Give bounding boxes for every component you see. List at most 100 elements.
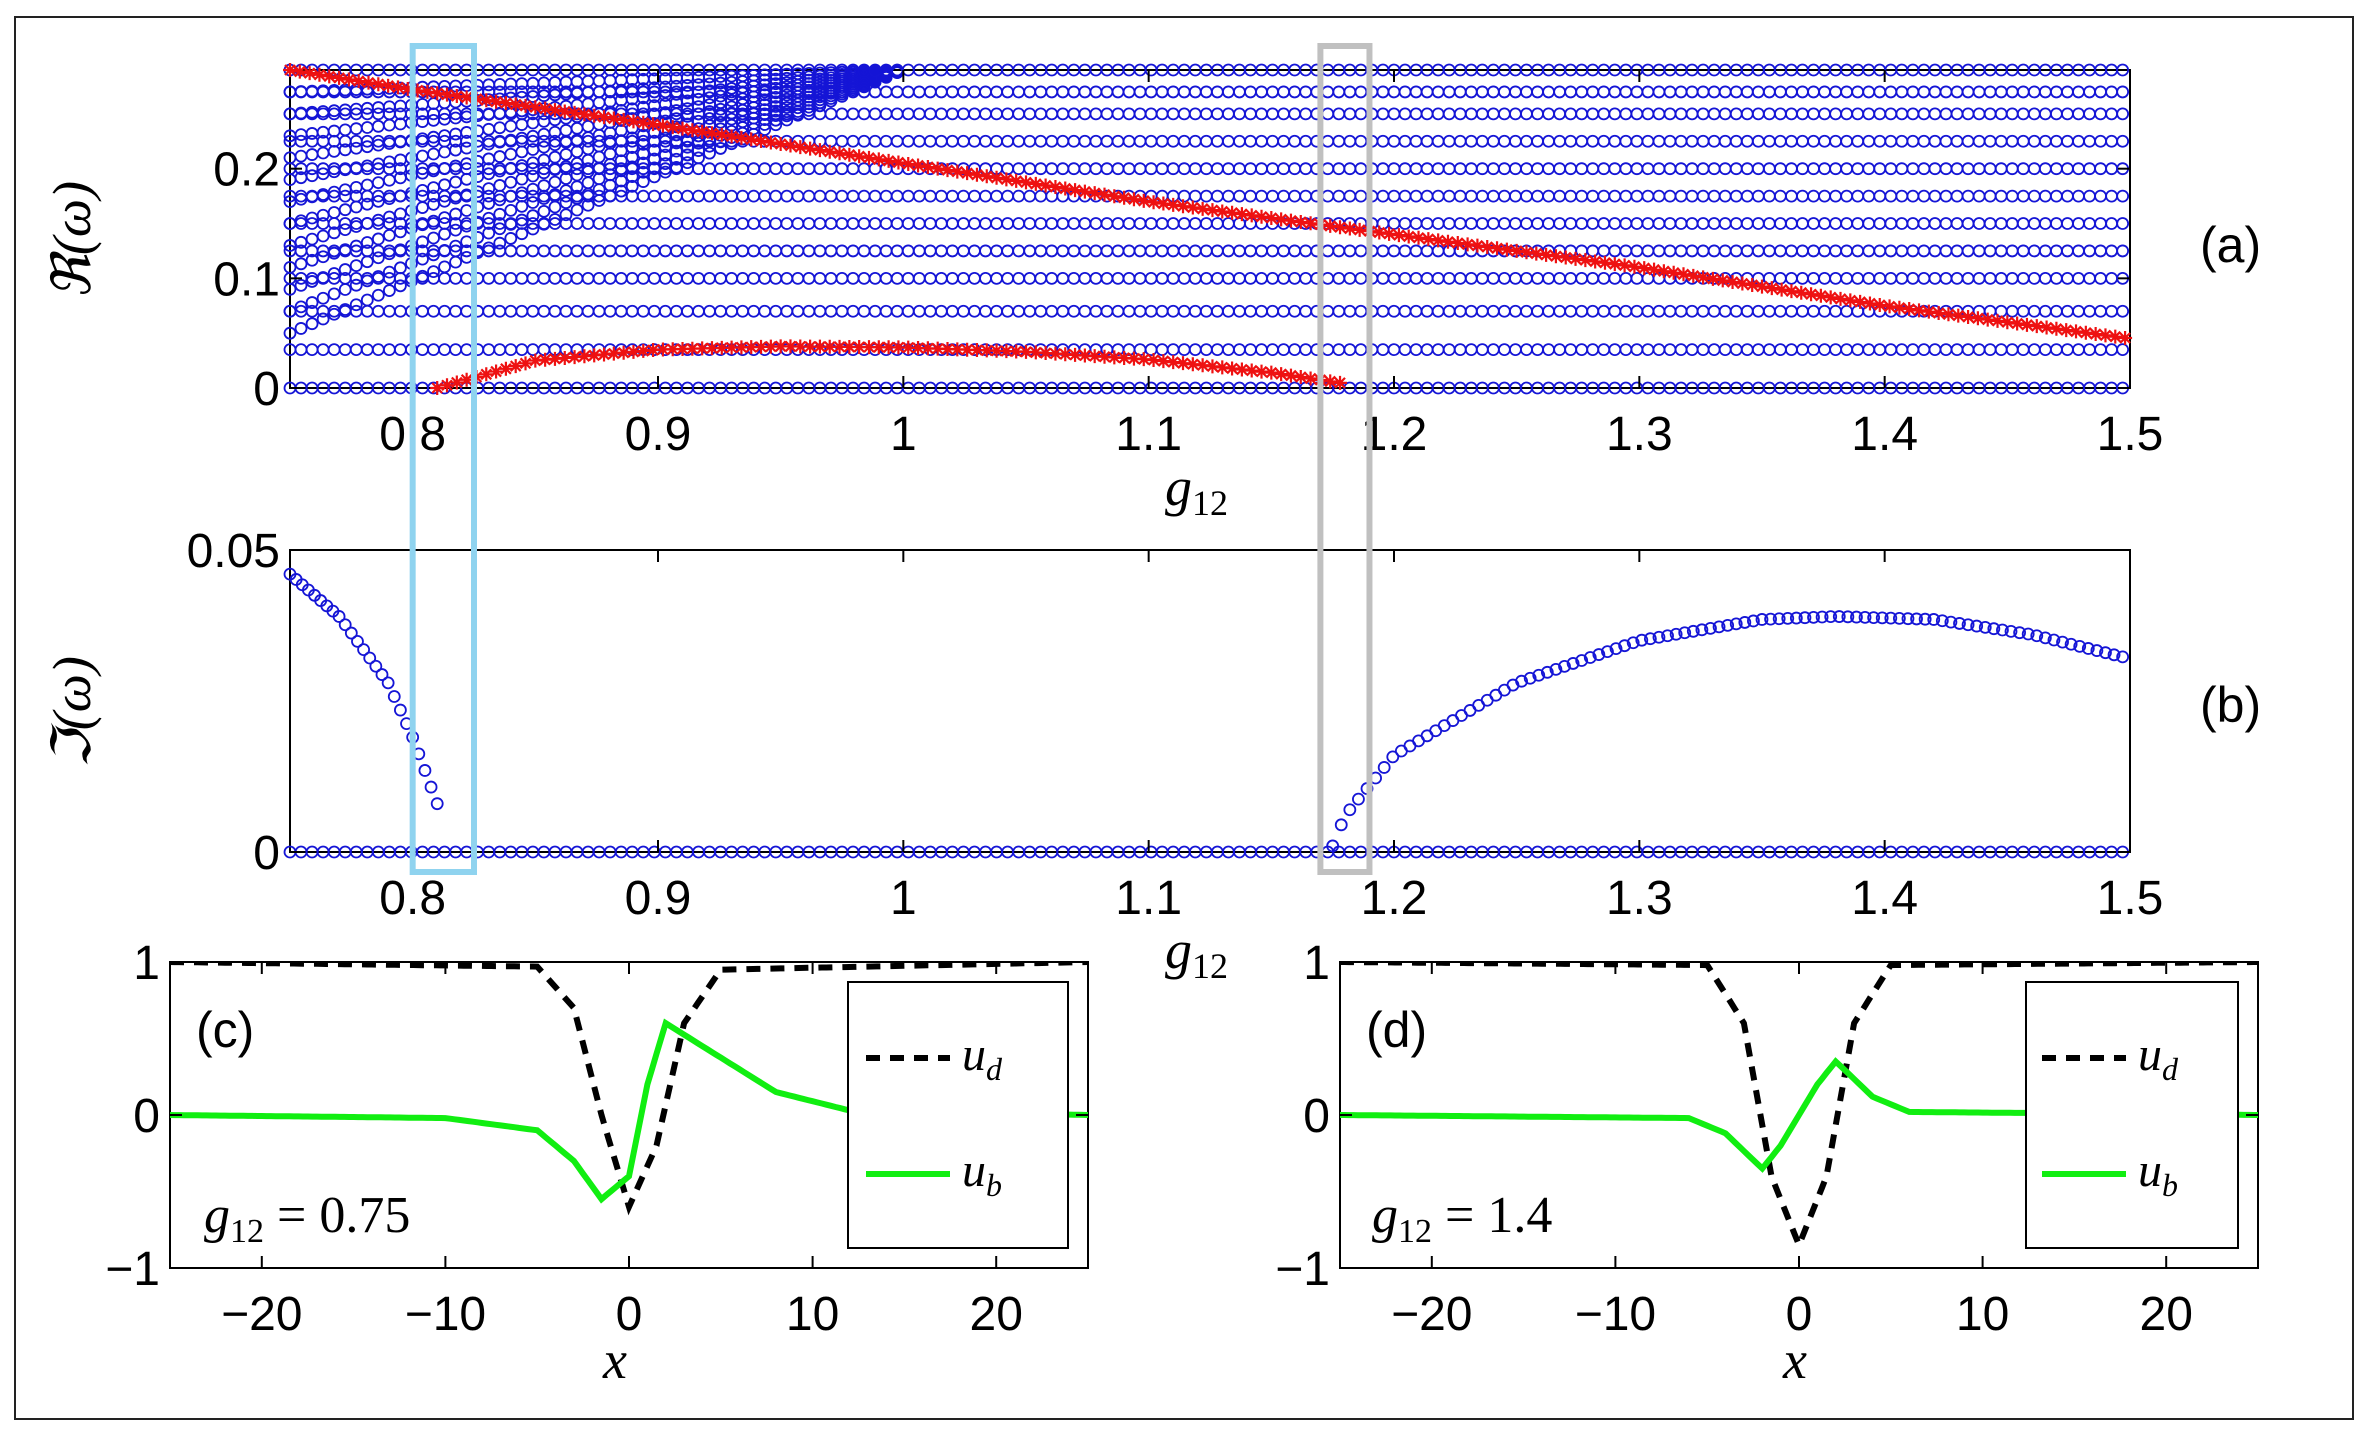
- panel-a-level-point: [2072, 189, 2085, 203]
- panel-a-level-point: [1597, 189, 1611, 203]
- panel-a-red-point: [577, 107, 592, 122]
- panel-a-level-point: [1961, 162, 1975, 176]
- panel-a-level-point: [1111, 85, 1125, 99]
- panel-a-level-point: [1729, 162, 1743, 176]
- panel-a-level-point: [1078, 217, 1092, 230]
- panel-a-level-point: [1376, 271, 1390, 285]
- panel-a-red-point: [479, 93, 494, 108]
- panel-a-level-point: [1917, 134, 1931, 148]
- panel-b-right-branch-point: [1918, 612, 1932, 626]
- panel-a-level-point: [791, 304, 805, 318]
- panel-a-level-point: [923, 304, 937, 318]
- panel-a-fan-point: [658, 148, 672, 162]
- panel-a-red-point: [1843, 293, 1858, 308]
- panel-a-level-point: [725, 271, 738, 285]
- panel-a-level-point: [1586, 189, 1600, 203]
- panel-a-level-point: [1774, 162, 1787, 176]
- panel-a-level-point: [946, 107, 959, 121]
- panel-d-ytick-label-1: 0: [1303, 1090, 1330, 1143]
- panel-a-fan-point: [614, 154, 628, 168]
- panel-a-red-arch-point: [871, 340, 886, 355]
- panel-a-level-point: [824, 304, 838, 318]
- panel-a-level-point: [1486, 271, 1500, 285]
- panel-a-level-point: [758, 217, 772, 230]
- panel-a-red-point: [1597, 255, 1612, 270]
- panel-a-level-point: [1012, 271, 1026, 285]
- panel-a-red-point: [1156, 196, 1171, 211]
- panel-a-level-point: [1608, 304, 1622, 318]
- panel-a-level-point: [1144, 107, 1158, 121]
- panel-a-level-point: [1475, 162, 1489, 176]
- panel-a-red-arch-point: [1077, 348, 1092, 363]
- panel-a-level-point: [1961, 343, 1975, 357]
- panel-a-level-point: [1475, 189, 1489, 203]
- panel-a-red-point: [1784, 284, 1799, 299]
- panel-a-level-point: [1663, 85, 1677, 99]
- panel-b-right-branch-point: [2081, 642, 2095, 655]
- panel-a-red-point: [1097, 187, 1112, 202]
- panel-a-level-point: [482, 304, 496, 318]
- panel-c-legend-ub-var: u: [962, 1144, 986, 1197]
- panel-a-level-point: [1663, 343, 1677, 357]
- panel-a-level-point: [890, 304, 904, 318]
- panel-a-level-point: [1586, 304, 1600, 318]
- panel-a-level-point: [1740, 343, 1754, 357]
- panel-a-red-point: [1970, 311, 1985, 326]
- panel-a-level-point: [1387, 189, 1401, 203]
- panel-a-red-arch-point: [940, 342, 955, 357]
- panel-a-level-point: [1531, 271, 1544, 285]
- panel-a-ylabel: ℜ(ω): [42, 181, 102, 299]
- panel-a-red-point: [1961, 309, 1976, 324]
- panel-a-fan-point: [670, 160, 683, 174]
- panel-a-red-point: [351, 74, 366, 89]
- panel-a-level-point: [2072, 343, 2085, 357]
- panel-a-level-point: [1222, 343, 1235, 357]
- panel-a-level-point: [846, 134, 860, 148]
- panel-a-level-point: [1199, 271, 1213, 285]
- panel-a-fan-point: [559, 196, 573, 210]
- panel-b-left-branch-point: [393, 703, 407, 717]
- panel-a-fan-point: [692, 144, 705, 157]
- panel-a-level-point: [1983, 189, 1997, 203]
- panel-a-level-point: [1255, 162, 1268, 176]
- panel-a-red-arch-point: [1136, 352, 1151, 367]
- panel-a-red-point: [606, 111, 621, 126]
- panel-a-level-point: [1707, 134, 1721, 148]
- panel-c-xlabel: x: [602, 1330, 627, 1390]
- panel-a-level-point: [2049, 85, 2063, 99]
- panel-a-fan-point: [427, 231, 440, 245]
- panel-a-level-point: [1199, 162, 1213, 176]
- panel-a-level-point: [1056, 217, 1070, 230]
- panel-a-level-point: [780, 271, 794, 285]
- panel-a-level-point: [1608, 107, 1622, 121]
- panel-a-level-point: [1453, 162, 1467, 176]
- panel-a-fan-point: [371, 119, 385, 133]
- panel-a-level-point: [714, 189, 727, 203]
- panel-a-level-point: [1111, 217, 1125, 230]
- panel-a-level-point: [592, 217, 606, 230]
- panel-a-red-point: [1990, 313, 2005, 328]
- panel-a-level-point: [1851, 134, 1865, 148]
- panel-a-fan-point: [548, 213, 562, 226]
- panel-a-fan-point: [537, 192, 551, 205]
- panel-a-level-point: [1056, 271, 1070, 285]
- panel-a-level-point: [1177, 162, 1191, 176]
- panel-a-level-point: [968, 107, 981, 121]
- panel-a-red-point: [2000, 315, 2015, 330]
- panel-a-level-point: [736, 189, 750, 203]
- panel-a-level-point: [1873, 217, 1887, 230]
- panel-a-level-point: [1994, 134, 2008, 148]
- panel-a-level-point: [1873, 343, 1887, 357]
- panel-a-level-point: [1012, 189, 1026, 203]
- panel-a-level-point: [957, 304, 970, 318]
- panel-a-level-point: [2027, 189, 2041, 203]
- panel-a-level-point: [1641, 107, 1655, 121]
- panel-d-ud-line: [1340, 962, 2258, 1254]
- panel-a-red-point: [1637, 261, 1652, 276]
- panel-a-fan-point: [537, 179, 551, 193]
- panel-a-fan-point: [305, 190, 319, 204]
- panel-a-red-point: [861, 150, 876, 165]
- panel-a-level-point: [614, 271, 628, 285]
- panel-a-level-point: [1851, 189, 1865, 203]
